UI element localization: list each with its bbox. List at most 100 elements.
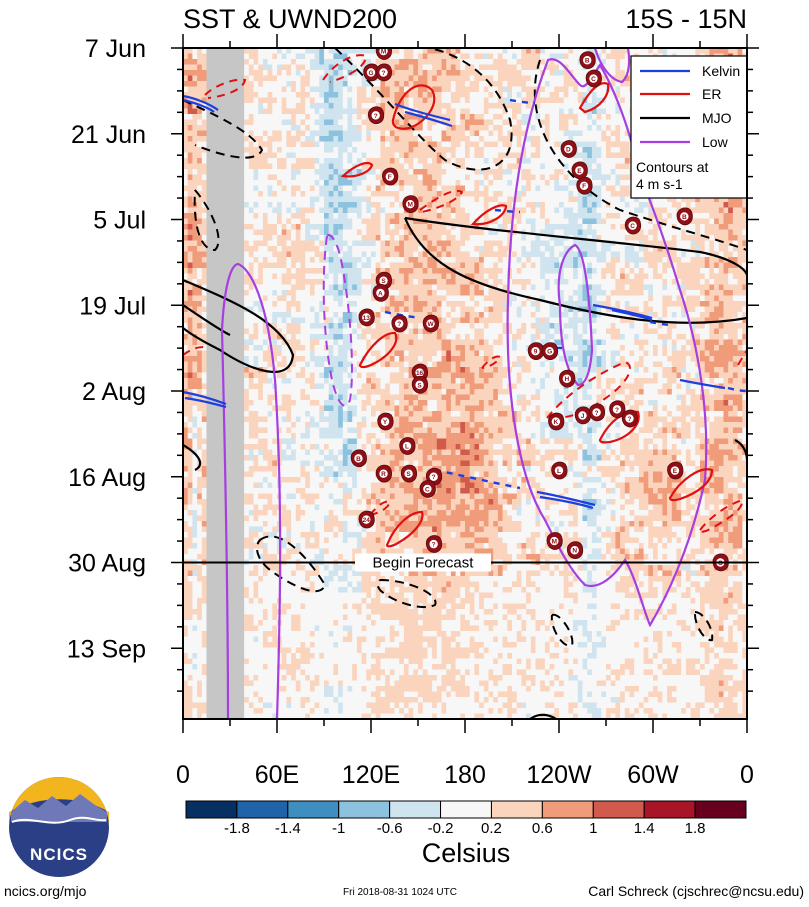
er-contour [470,204,508,226]
chart-lat-range: 15S - 15N [625,4,747,34]
y-tick-label: 2 Aug [82,378,146,406]
colorbar-swatch [287,800,340,819]
storm-marker: N [566,541,584,559]
kelvin-contour-negative [494,208,521,214]
colorbar-swatch [389,800,442,819]
er-contour-negative [204,78,247,99]
colorbar-label: Celsius [422,838,511,868]
y-tick-label: 5 Jul [93,207,146,235]
storm-marker: G [541,342,559,360]
ncics-logo: NCICS [9,777,109,877]
storm-label: Y [383,419,388,426]
colorbar-tick-label: -1.4 [275,820,301,837]
storm-label: C [425,486,430,493]
storm-marker: G [363,63,380,82]
x-tick-label: 60W [627,761,679,789]
x-tick-label: 60E [255,761,299,789]
low-contour-negative [322,234,353,407]
colorbar-swatch [440,800,492,819]
storm-marker: E [571,161,588,180]
legend-box [630,55,748,199]
er-contour [358,331,398,369]
y-tick-label: 13 Sep [67,635,146,663]
land-mask [206,48,245,719]
kelvin-contour-negative [649,320,673,327]
storm-label: G [547,349,552,356]
storm-label: M [407,202,412,209]
storm-label: B [356,456,361,463]
colorbar-tick-label: 0.2 [481,820,502,837]
storm-marker: ? [621,409,638,428]
kelvin-contour [184,396,227,409]
storm-marker: E [667,461,684,480]
mjo-contour [404,216,747,276]
storm-label: K [554,419,559,426]
storm-label: C [630,223,635,230]
storm-label: M [552,538,557,545]
storm-marker: R [375,464,392,483]
kelvin-contour-negative [434,468,521,490]
low-contour [220,262,282,719]
y-tick-label: 21 Jun [71,121,146,149]
storm-marker: 13 [358,308,375,327]
storm-marker: S [400,464,418,483]
storm-marker: B [676,207,693,226]
storm-label: L [405,444,409,451]
colorbar-swatch [185,800,238,819]
storm-marker: J [574,406,591,425]
x-tick-label: 120W [526,761,592,789]
forecast-label: Begin Forecast [373,555,475,572]
storm-marker: F [382,167,399,186]
storm-marker: 9 [527,342,544,360]
colorbar-swatch [592,800,645,819]
colorbar-tick-label: -1.8 [224,820,250,837]
kelvin-contour [592,303,653,320]
colorbar: -1.8 -1.4 -1 -0.6 -0.2 0.2 0.6 1 1.4 1.8 [185,800,747,837]
y-tick-label: 19 Jul [79,292,146,320]
forecast-label-bg [355,553,491,572]
low-contour [557,243,594,387]
legend-note-line1: Contours at [636,159,708,175]
storm-label: ? [595,410,599,417]
mjo-contour-negative [550,613,574,647]
storm-label: F [388,174,392,181]
legend: Kelvin ER MJO Low Contours at 4 m s-1 [630,55,748,199]
storm-marker: L [551,461,568,480]
storm-label: 16 [416,370,424,377]
kelvin-contour [183,390,227,406]
storm-marker: M [375,48,392,60]
mjo-contour-negative [334,48,513,171]
chart-title: SST & UWND200 [183,4,397,34]
kelvin-contour-negative [509,98,536,105]
colorbar-swatch [643,800,696,819]
storm-label: C [591,76,596,83]
er-contour [391,84,436,130]
storm-label: R [381,471,386,478]
y-tick-label: 7 Jun [85,35,146,63]
x-tick-label: 180 [444,761,486,789]
x-tick-label: 120E [342,761,400,789]
legend-label-mjo: MJO [702,110,732,126]
low-contour [506,58,708,628]
colorbar-tick-label: 1.4 [634,820,655,837]
colorbar-tick-label: 1 [589,820,597,837]
storm-label: 13 [363,315,371,322]
er-contour-negative [183,346,207,356]
x-tick-label: 0 [176,761,190,789]
mjo-contour [183,304,231,336]
storm-label: ? [397,321,401,328]
legend-label-kelvin: Kelvin [702,63,740,79]
mjo-contour-negative [533,59,747,251]
storm-label: B [585,58,590,65]
wave-contours [183,48,747,719]
kelvin-contour [404,110,453,128]
storm-marker: ? [367,106,385,125]
storm-label: ? [432,474,436,481]
storm-marker: C [585,69,602,88]
mjo-contour-negative [183,99,264,159]
er-contour [668,468,714,502]
storm-marker: ? [391,314,408,333]
y-tick-label: 16 Aug [68,464,146,492]
storm-marker: D [560,140,577,158]
storm-label: ? [615,407,619,414]
